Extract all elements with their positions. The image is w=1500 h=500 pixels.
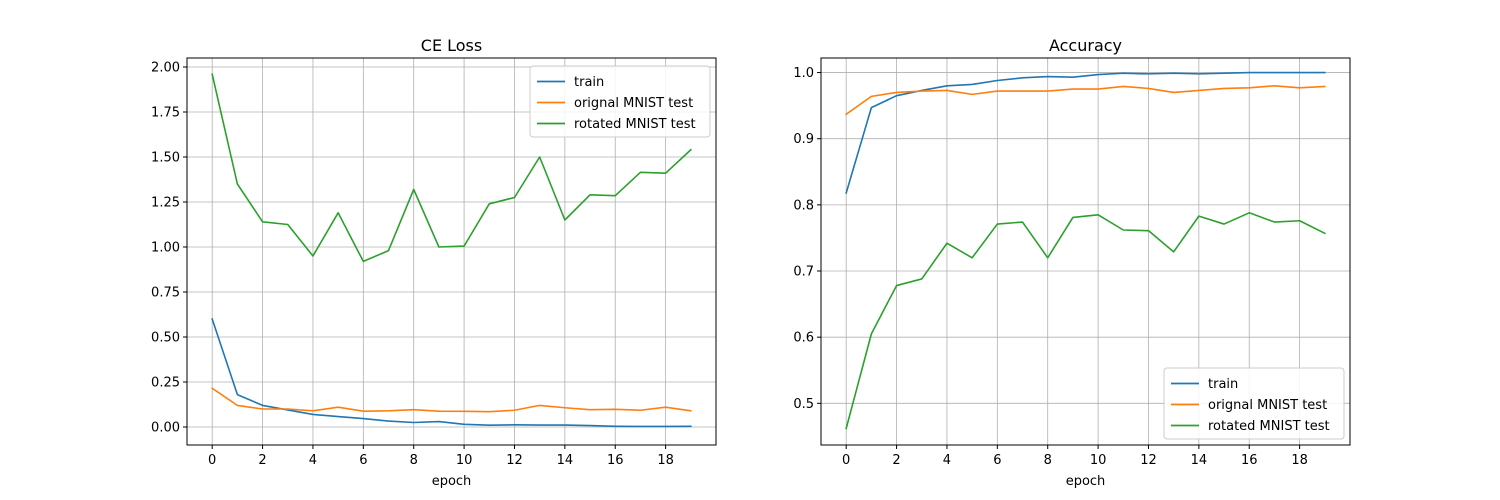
ce-loss-x-tick-label: 16 [607,453,624,468]
ce-loss-y-tick-label: 2.00 [151,61,180,76]
ce-loss-y-tick-label: 0.50 [151,331,180,346]
ce-loss-legend-label-1: orignal MNIST test [574,96,693,111]
accuracy-x-tick-label: 14 [1191,453,1208,468]
ce-loss-plot: 0 2 4 6 8 10 12 14 16 18 0.00 0.25 0.50 0.75 1.00 1.25 1… [151,36,717,489]
ce-loss-y-tick-label: 1.25 [151,196,180,211]
accuracy-y-tick-label: 0.9 [793,132,814,147]
accuracy-series-line-1 [845,84,1326,116]
ce-loss-legend: train orignal MNIST test rotated MNIST tes… [529,65,711,138]
accuracy-x-tick-label: 16 [1241,453,1258,468]
accuracy-x-tick-label: 0 [842,453,850,468]
ce-loss-x-tick-label: 12 [506,453,523,468]
ce-loss-x-axis-label: epoch [432,474,472,489]
ce-loss-legend-label-0: train [574,75,604,90]
accuracy-x-tick-label: 12 [1140,453,1157,468]
ce-loss-chart-title: CE Loss [421,36,482,55]
accuracy-x-tick-label: 8 [1044,453,1052,468]
accuracy-legend-box [1163,367,1345,440]
accuracy-x-axis-label: epoch [1066,474,1106,489]
accuracy-x-tick-label: 2 [892,453,900,468]
accuracy-x-tick-label: 10 [1090,453,1107,468]
accuracy-legend-label-1: orignal MNIST test [1208,398,1327,413]
ce-loss-x-tick-label: 14 [557,453,574,468]
accuracy-y-tick-label: 0.5 [793,397,814,412]
accuracy-legend-label-2: rotated MNIST test [1208,419,1330,434]
ce-loss-x-tick-label: 8 [410,453,418,468]
ce-loss-y-tick-label: 0.00 [151,421,180,436]
accuracy-y-tick-label: 1.0 [793,66,814,81]
ce-loss-x-tick-label: 0 [208,453,216,468]
ce-loss-series-line-1 [211,387,692,413]
ce-loss-legend-label-2: rotated MNIST test [574,117,696,132]
ce-loss-y-tick-label: 0.25 [151,376,180,391]
ce-loss-y-tick-label: 1.75 [151,106,180,121]
accuracy-legend-label-0: train [1208,377,1238,392]
accuracy-series-line-2 [845,212,1326,430]
ce-loss-x-tick-label: 2 [258,453,266,468]
accuracy-plot: 0 2 4 6 8 10 12 14 16 18 0.5 0.6 0.7 0.8 0.9 1.0 Accurac… [793,36,1351,489]
ce-loss-axes-frame [186,57,717,446]
ce-loss-y-tick-label: 0.75 [151,286,180,301]
accuracy-x-tick-label: 6 [993,453,1001,468]
accuracy-y-tick-label: 0.7 [793,265,814,280]
accuracy-y-tick-label: 0.8 [793,198,814,213]
accuracy-y-tick-label: 0.6 [793,331,814,346]
ce-loss-series-line-0 [211,317,692,428]
accuracy-x-tick-label: 4 [943,453,951,468]
ce-loss-x-tick-label: 10 [456,453,473,468]
accuracy-x-tick-label: 18 [1291,453,1308,468]
ce-loss-y-tick-label: 1.50 [151,151,180,166]
ce-loss-y-tick-label: 1.00 [151,241,180,256]
accuracy-series-line-0 [845,71,1326,194]
ce-loss-series-line-2 [211,73,692,263]
accuracy-chart-title: Accuracy [1049,36,1122,55]
ce-loss-legend-box [529,65,711,138]
ce-loss-x-tick-label: 18 [657,453,674,468]
accuracy-legend: train orignal MNIST test rotated MNIST tes… [1163,367,1345,440]
ce-loss-x-tick-label: 6 [359,453,367,468]
accuracy-axes-frame [820,57,1351,446]
ce-loss-x-tick-label: 4 [309,453,317,468]
